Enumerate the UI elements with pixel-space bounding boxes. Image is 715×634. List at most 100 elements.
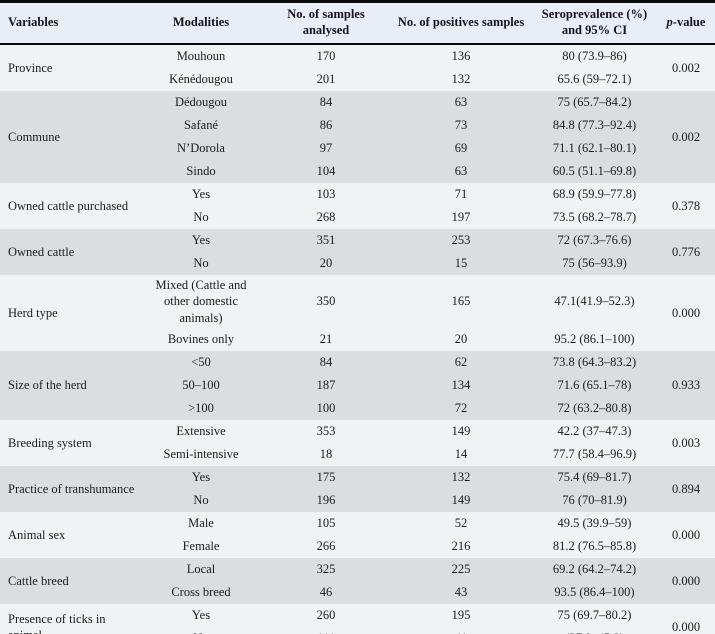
column-header: p-value: [657, 1, 715, 45]
table-row: Commune Dédougou 84 63 75 (65.7–84.2) 0.002: [0, 91, 715, 183]
samples-analysed-cell: 325: [262, 557, 390, 581]
column-header: No. of samples analysed: [262, 1, 390, 45]
modality-cell: Dédougou: [140, 91, 262, 114]
samples-analysed-cell: 86: [262, 114, 390, 137]
table-row: Semi-intensive 18 14 77.7 (58.4–96.9): [0, 442, 715, 466]
modality-cell: Yes: [140, 465, 262, 489]
positives-cell: 195: [390, 603, 532, 627]
variable-cell: Cattle breed: [0, 557, 140, 604]
positives-cell: 63: [390, 160, 532, 183]
modality-cell: Male: [140, 511, 262, 535]
table-row: Kénédougou 201 132 65.6 (59–72.1): [0, 68, 715, 91]
positives-cell: 132: [390, 465, 532, 489]
samples-analysed-cell: 84: [262, 91, 390, 114]
positives-cell: 69: [390, 137, 532, 160]
seroprevalence-cell: 73.8 (64.3–83.2): [532, 350, 657, 374]
column-header: No. of positives samples: [390, 1, 532, 45]
seroprevalence-cell: 80 (73.9–86): [532, 44, 657, 68]
seroprevalence-cell: 72 (67.3–76.6): [532, 229, 657, 252]
seroprevalence-cell: 49.5 (39.9–59): [532, 511, 657, 535]
positives-cell: 14: [390, 442, 532, 466]
positives-cell: 72: [390, 396, 532, 420]
header-row: Variables Modalities No. of samples analys…: [0, 1, 715, 45]
modality-cell: 50–100: [140, 373, 262, 397]
table-row: No 196 149 76 (70–81.9): [0, 488, 715, 512]
samples-analysed-cell: 175: [262, 465, 390, 489]
samples-analysed-cell: 201: [262, 68, 390, 91]
modality-cell: Female: [140, 534, 262, 558]
positives-cell: 52: [390, 511, 532, 535]
positives-cell: 253: [390, 229, 532, 252]
positives-cell: 197: [390, 206, 532, 229]
seroprevalence-cell: 71.6 (65.1–78): [532, 373, 657, 397]
p-value-cell: 0.776: [657, 229, 715, 275]
positives-cell: 71: [390, 183, 532, 206]
seroprevalence-cell: 93.5 (86.4–100): [532, 580, 657, 604]
p-value-cell: 0.000: [657, 275, 715, 351]
modality-cell: >100: [140, 396, 262, 420]
samples-analysed-cell: 353: [262, 419, 390, 443]
modality-cell: Yes: [140, 603, 262, 627]
samples-analysed-cell: 350: [262, 275, 390, 328]
table-row: Safané 86 73 84.8 (77.3–92.4): [0, 114, 715, 137]
positives-cell: 20: [390, 327, 532, 351]
samples-analysed-cell: 97: [262, 137, 390, 160]
table-row: Cattle breed Local 325 225 69.2 (64.2–74.2) 0…: [0, 557, 715, 604]
variable-cell: Commune: [0, 91, 140, 183]
modality-cell: Extensive: [140, 419, 262, 443]
modality-cell: Cross breed: [140, 580, 262, 604]
variable-cell: Size of the herd: [0, 350, 140, 420]
samples-analysed-cell: 268: [262, 206, 390, 229]
p-value-cell: 0.000: [657, 557, 715, 604]
variable-cell: Animal sex: [0, 511, 140, 558]
seroprevalence-cell: 69.2 (64.2–74.2): [532, 557, 657, 581]
positives-cell: 132: [390, 68, 532, 91]
variable-cell: Herd type: [0, 275, 140, 351]
samples-analysed-cell: 103: [262, 183, 390, 206]
samples-analysed-cell: 187: [262, 373, 390, 397]
seroprevalence-cell: 75.4 (69–81.7): [532, 465, 657, 489]
seroprevalence-cell: 84.8 (77.3–92.4): [532, 114, 657, 137]
positives-cell: 41: [390, 626, 532, 634]
table-row: Female 266 216 81.2 (76.5–85.8): [0, 534, 715, 558]
positives-cell: 63: [390, 91, 532, 114]
table-row: Owned cattle Yes 351 253 72 (67.3–76.6) 0.776: [0, 229, 715, 275]
table-row: Presence of ticks in animalYes26019575 (…: [0, 603, 715, 634]
p-value-cell: 0.378: [657, 183, 715, 229]
positives-cell: 136: [390, 44, 532, 68]
table-row: Practice of transhumance Yes 175 132 75.4 (6…: [0, 465, 715, 512]
table-row: Animal sex Male 105 52 49.5 (39.9–59) 0.000: [0, 511, 715, 558]
positives-cell: 149: [390, 419, 532, 443]
seroprevalence-cell: 77.7 (58.4–96.9): [532, 442, 657, 466]
samples-analysed-cell: 21: [262, 327, 390, 351]
p-value-cell: 0.000: [657, 603, 715, 634]
modality-cell: Yes: [140, 183, 262, 206]
samples-analysed-cell: 46: [262, 580, 390, 604]
samples-analysed-cell: 111: [262, 626, 390, 634]
column-header: Modalities: [140, 1, 262, 45]
table-row: Bovines only 21 20 95.2 (86.1–100): [0, 327, 715, 351]
p-value-cell: 0.003: [657, 419, 715, 466]
seroprevalence-cell: 60.5 (51.1–69.8): [532, 160, 657, 183]
samples-analysed-cell: 266: [262, 534, 390, 558]
p-value-cell: 0.002: [657, 44, 715, 91]
modality-cell: Kénédougou: [140, 68, 262, 91]
positives-cell: 62: [390, 350, 532, 374]
samples-analysed-cell: 18: [262, 442, 390, 466]
table-row: No 20 15 75 (56–93.9): [0, 252, 715, 275]
samples-analysed-cell: 105: [262, 511, 390, 535]
modality-cell: No: [140, 206, 262, 229]
positives-cell: 216: [390, 534, 532, 558]
modality-cell: No: [140, 488, 262, 512]
seroprevalence-cell: 81.2 (76.5–85.8): [532, 534, 657, 558]
seroprevalence-cell: 68.9 (59.9–77.8): [532, 183, 657, 206]
positives-cell: 15: [390, 252, 532, 275]
table-body: Province Mouhoun 170 136 80 (73.9–86) 0.002 Ké…: [0, 44, 715, 634]
samples-analysed-cell: 20: [262, 252, 390, 275]
table-header: Variables Modalities No. of samples analys…: [0, 1, 715, 45]
seroprevalence-cell: 95.2 (86.1–100): [532, 327, 657, 351]
table-row: >100 100 72 72 (63.2–80.8): [0, 396, 715, 420]
seroprevalence-cell: 65.6 (59–72.1): [532, 68, 657, 91]
